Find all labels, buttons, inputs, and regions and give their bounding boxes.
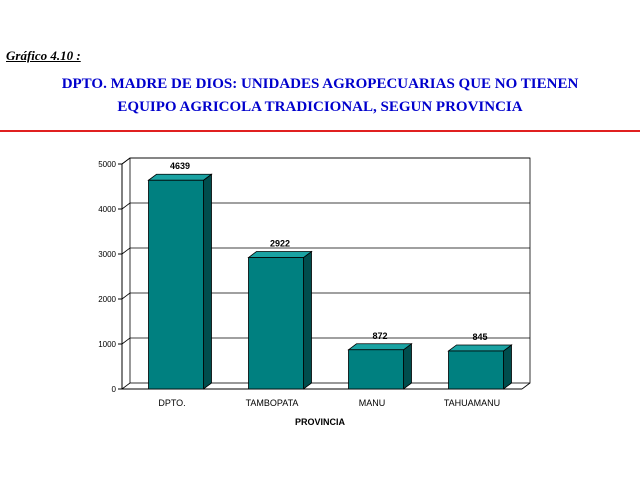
title-divider: [0, 130, 640, 132]
y-tick-label: 5000: [98, 160, 116, 169]
x-axis-title: PROVINCIA: [295, 417, 346, 427]
y-tick-label: 2000: [98, 295, 116, 304]
gridline-depth: [121, 292, 131, 300]
figure-label: Gráfico 4.10 :: [6, 48, 81, 63]
bar-top-face: [247, 251, 313, 258]
bar-front-face: [148, 179, 204, 390]
floor-edge-right: [521, 382, 531, 390]
data-label: 872: [372, 331, 387, 341]
bar-2: [247, 250, 313, 390]
bar-side-face: [203, 173, 212, 390]
bar-side-face: [403, 342, 412, 390]
y-tick-label: 0: [112, 385, 117, 394]
bar-1: [147, 173, 213, 390]
bar-front-face: [448, 350, 504, 390]
bar-layer: [147, 173, 513, 390]
bar-top-face: [447, 344, 513, 352]
gridline-depth: [121, 247, 131, 255]
bar-top-face: [347, 343, 413, 351]
bar-front-face: [348, 349, 404, 390]
gridline-depth: [121, 382, 131, 390]
chart-title-line-2: EQUIPO AGRICOLA TRADICIONAL, SEGUN PROVI…: [117, 99, 523, 115]
label-layer: 4639 DPTO. 2922 TAMBOPATA 872 MANU 845 TAHUAMAN…: [158, 161, 500, 408]
category-label: DPTO.: [158, 398, 185, 408]
bar-side-face: [303, 250, 312, 390]
y-tick-label: 4000: [98, 205, 116, 214]
y-tick-label: 1000: [98, 340, 116, 349]
bar-front-face: [248, 257, 304, 390]
bar-3: [347, 342, 413, 390]
category-label: MANU: [359, 398, 386, 408]
category-label: TAMBOPATA: [246, 398, 299, 408]
data-label: 4639: [170, 161, 190, 171]
gridline-depth: [121, 337, 131, 345]
bar-top-face: [147, 173, 213, 181]
gridline-depth: [121, 202, 131, 210]
y-tick-label: 3000: [98, 250, 116, 259]
wall-edge-top: [121, 157, 131, 165]
bar-side-face: [503, 344, 512, 390]
bar-4: [447, 344, 513, 390]
data-label: 845: [472, 332, 487, 342]
chart-title-line-1: DPTO. MADRE DE DIOS: UNIDADES AGROPECUAR…: [61, 76, 579, 92]
category-label: TAHUAMANU: [444, 398, 500, 408]
data-label: 2922: [270, 239, 290, 249]
